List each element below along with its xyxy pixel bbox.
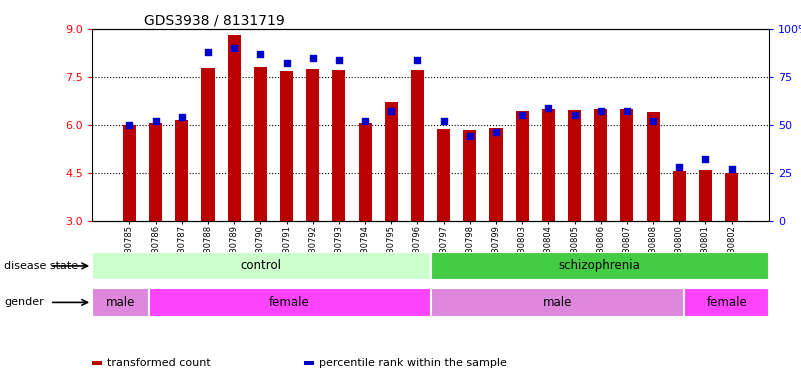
Point [123,122,136,128]
Point [149,118,162,124]
Point [437,118,450,124]
Text: disease state: disease state [4,261,78,271]
Point [489,129,502,136]
Bar [430,288,684,317]
Point [516,112,529,118]
Point [464,133,477,139]
Text: female: female [706,296,747,309]
Bar [384,102,398,221]
Text: male: male [106,296,135,309]
Point [175,114,188,120]
Bar [332,70,345,221]
Text: female: female [269,296,310,309]
Point [254,51,267,57]
Bar [646,112,660,221]
Point [699,156,712,162]
Point [594,108,607,114]
Bar [516,111,529,221]
Bar [620,109,634,221]
Point [306,55,319,61]
Bar [594,109,607,221]
Text: percentile rank within the sample: percentile rank within the sample [319,358,507,368]
Bar [437,129,450,221]
Bar [149,123,162,221]
Point [568,112,581,118]
Text: GDS3938 / 8131719: GDS3938 / 8131719 [144,13,285,27]
Bar [201,68,215,221]
Bar [227,35,241,221]
Text: male: male [543,296,572,309]
Bar [92,252,430,280]
Bar [123,125,136,221]
Text: gender: gender [4,297,44,308]
Bar [359,122,372,221]
Bar [430,252,769,280]
Point [621,108,634,114]
Bar [725,173,739,221]
Point [227,45,240,51]
Bar [699,170,712,221]
Bar [673,171,686,221]
Bar [175,120,188,221]
Bar [92,288,148,317]
Point [202,49,215,55]
Bar [148,288,431,317]
Bar [280,71,293,221]
Bar [684,288,769,317]
Text: transformed count: transformed count [107,358,211,368]
Point [673,164,686,170]
Point [646,118,659,124]
Text: control: control [241,260,282,272]
Bar [254,66,267,221]
Point [725,166,738,172]
Point [542,104,555,111]
Point [359,118,372,124]
Bar [463,130,477,221]
Point [411,56,424,63]
Point [384,108,397,114]
Point [332,56,345,63]
Text: schizophrenia: schizophrenia [559,260,641,272]
Bar [541,109,555,221]
Point [280,60,293,66]
Bar [489,128,502,221]
Bar [568,111,581,221]
Bar [411,70,424,221]
Bar [306,70,320,221]
